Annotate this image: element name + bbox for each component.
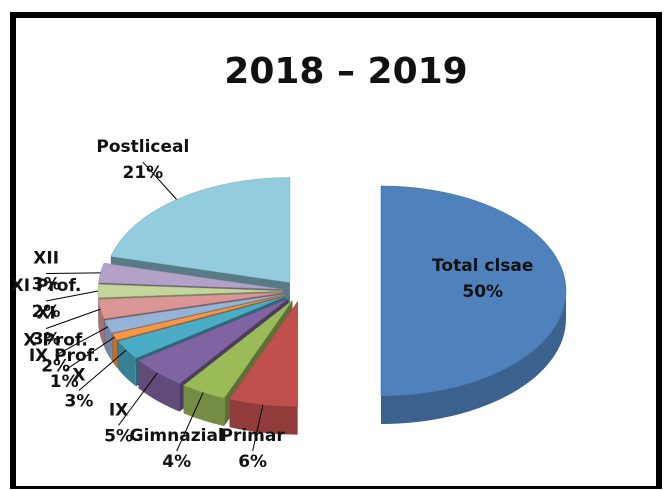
slice-wall bbox=[381, 291, 566, 424]
slice-wall bbox=[183, 385, 225, 427]
slice-label: XI Prof. bbox=[11, 276, 82, 296]
slice-label: IX bbox=[109, 400, 128, 420]
slice-label: Primar bbox=[221, 426, 286, 446]
leader-line bbox=[78, 349, 127, 391]
slice-wall bbox=[229, 399, 298, 435]
leader-line bbox=[118, 372, 158, 426]
slice-value-label: 6% bbox=[238, 452, 267, 472]
slice-side bbox=[118, 296, 286, 370]
slice-label: IX Prof. bbox=[29, 346, 100, 366]
slice-top bbox=[98, 262, 284, 290]
slice-top bbox=[117, 296, 286, 359]
slice-label: XII bbox=[33, 248, 59, 268]
slice-value-label: 5% bbox=[104, 426, 133, 446]
chart-title: 2018 – 2019 bbox=[224, 51, 467, 92]
slice-wall bbox=[98, 299, 105, 347]
slice-label: XI bbox=[36, 304, 55, 324]
leader-line bbox=[142, 161, 177, 200]
slice-wall bbox=[138, 360, 180, 412]
slice-value-label: 2% bbox=[32, 302, 61, 322]
slice-value-label: 3% bbox=[32, 330, 61, 350]
slice-top bbox=[380, 185, 567, 397]
leader-line bbox=[176, 392, 204, 452]
leader-line bbox=[45, 290, 99, 302]
slice-top bbox=[229, 300, 298, 407]
leader-line bbox=[46, 308, 101, 329]
slice-label: Total clsae bbox=[432, 256, 533, 276]
slice-top bbox=[98, 292, 284, 320]
slice-label: Gimnazial bbox=[130, 426, 224, 446]
leader-line bbox=[252, 404, 264, 452]
slice-value-label: 1% bbox=[50, 372, 79, 392]
slice-label: Postliceal bbox=[96, 137, 189, 157]
slice-value-label: 50% bbox=[462, 282, 503, 302]
slice-top bbox=[97, 284, 284, 298]
slice-value-label: 4% bbox=[162, 452, 191, 472]
slice-wall bbox=[118, 341, 136, 387]
slice bbox=[229, 300, 298, 435]
slice-label: X bbox=[72, 365, 85, 385]
slice-label: X Prof. bbox=[23, 330, 87, 350]
slice-top bbox=[112, 295, 285, 341]
slice-wall bbox=[112, 333, 118, 368]
slice bbox=[380, 185, 567, 424]
slice-value-label: 3% bbox=[32, 274, 61, 294]
slice-value-label: 3% bbox=[64, 391, 93, 411]
slice-value-label: 2% bbox=[41, 356, 70, 376]
leader-line bbox=[63, 336, 115, 372]
slice-value-label: 21% bbox=[123, 163, 164, 183]
slice-top bbox=[183, 300, 293, 399]
leader-line bbox=[46, 272, 101, 274]
leader-line bbox=[55, 326, 109, 356]
